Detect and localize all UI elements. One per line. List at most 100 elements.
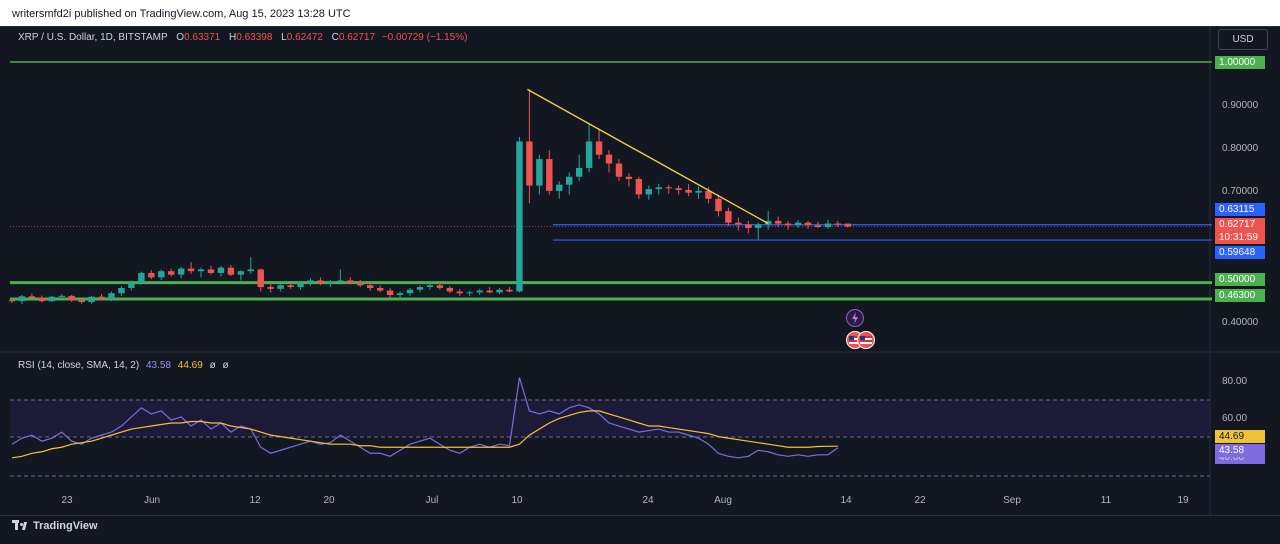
candle-body xyxy=(337,280,344,282)
candle-body xyxy=(665,187,672,189)
price-tick: 0.70000 xyxy=(1222,186,1259,197)
time-label: 22 xyxy=(914,495,926,506)
candle-body xyxy=(307,280,314,283)
price-tick: 0.40000 xyxy=(1222,317,1259,328)
candle-body xyxy=(38,297,46,302)
time-label: 10 xyxy=(511,495,523,506)
candle-body xyxy=(446,287,453,292)
candle-body xyxy=(177,268,185,275)
candle-body xyxy=(615,163,623,177)
symbol-title: XRP / U.S. Dollar, 1D, BITSTAMP xyxy=(18,32,168,43)
high-value: 0.63398 xyxy=(236,32,273,43)
open-value: 0.63371 xyxy=(184,32,221,43)
candle-body xyxy=(824,223,832,228)
time-label: 23 xyxy=(61,495,73,506)
time-label: Aug xyxy=(714,495,732,506)
brand-name: TradingView xyxy=(33,520,98,532)
time-label: 14 xyxy=(840,495,852,506)
candle-body xyxy=(78,300,85,303)
candle-body xyxy=(227,267,235,275)
time-label: 24 xyxy=(642,495,654,506)
candle-body xyxy=(277,285,284,289)
candle-body xyxy=(685,190,692,193)
candle-body xyxy=(705,190,712,199)
candle-body xyxy=(68,295,75,301)
candle-body xyxy=(98,296,105,299)
tradingview-icon xyxy=(12,520,28,532)
trend-line xyxy=(527,88,769,225)
level-tag-green-lower: 0.46300 xyxy=(1215,289,1265,302)
candle-body xyxy=(18,296,26,302)
candle-body xyxy=(317,280,324,284)
candle-body xyxy=(715,198,722,212)
level-tag-1: 1.00000 xyxy=(1215,56,1265,69)
countdown-tag: 10:31:59 xyxy=(1215,231,1265,244)
candle-body xyxy=(625,176,633,179)
candle-body xyxy=(217,267,225,273)
candle-body xyxy=(88,296,95,303)
close-label: C xyxy=(331,32,339,43)
candle-body xyxy=(536,159,543,186)
rsi-line xyxy=(11,377,839,459)
candle-body xyxy=(357,282,364,286)
candle-body xyxy=(506,289,513,292)
candle-body xyxy=(496,289,503,293)
rsi-sma-line xyxy=(11,410,838,459)
candle-body xyxy=(376,287,384,291)
candle-body xyxy=(526,141,533,186)
candle-body xyxy=(297,282,304,288)
rsi-tag: 43.58 xyxy=(1215,444,1265,457)
publisher-bar: writersmfd2i published on TradingView.co… xyxy=(0,0,1280,26)
candle-body xyxy=(695,190,702,193)
close-value: 0.62717 xyxy=(338,32,376,43)
candle-body xyxy=(58,295,65,297)
candle-body xyxy=(585,141,593,168)
candle-body xyxy=(247,269,254,272)
candle-body xyxy=(128,282,135,288)
candle-body xyxy=(794,222,802,226)
candle-body xyxy=(207,269,215,273)
candle-body xyxy=(774,220,782,224)
candle-body xyxy=(48,296,55,302)
candle-body xyxy=(237,271,245,275)
candle-body xyxy=(804,222,812,226)
candle-body xyxy=(8,300,16,302)
candle-body xyxy=(347,280,354,283)
publisher-text: writersmfd2i published on TradingView.co… xyxy=(12,8,351,20)
rsi-legend: RSI (14, close, SMA, 14, 2) 43.58 44.69 … xyxy=(18,360,229,371)
candle-body xyxy=(327,281,334,284)
time-label: Jul xyxy=(425,495,439,506)
us-flag-icon[interactable] xyxy=(857,331,875,349)
level-tag-green-upper: 0.50000 xyxy=(1215,273,1265,286)
candle-body xyxy=(566,176,573,185)
candle-body xyxy=(158,271,165,278)
candle-body xyxy=(784,223,792,226)
candle-body xyxy=(595,141,603,155)
candle-body xyxy=(197,269,205,272)
rsi-extra-2: ø xyxy=(222,360,229,371)
lightning-icon[interactable] xyxy=(846,309,864,327)
candle-body xyxy=(735,222,742,225)
time-label: Sep xyxy=(1003,495,1021,506)
low-label: L xyxy=(281,32,287,43)
time-label: 11 xyxy=(1100,495,1112,506)
candle-body xyxy=(765,220,772,225)
candle-body xyxy=(436,285,444,288)
candle-body xyxy=(367,285,374,288)
currency-button[interactable]: USD xyxy=(1218,29,1268,50)
candle-body xyxy=(675,188,682,190)
candle-body xyxy=(486,290,493,293)
rsi-sma-tag: 44.69 xyxy=(1215,430,1265,443)
candle-body xyxy=(834,223,842,225)
candle-body xyxy=(635,178,643,195)
tradingview-logo[interactable]: TradingView xyxy=(12,520,98,532)
candle-body xyxy=(725,211,732,223)
rsi-tick: 80.00 xyxy=(1222,376,1248,387)
candle-body xyxy=(406,289,414,294)
candle-body xyxy=(426,285,434,288)
symbol-legend: XRP / U.S. Dollar, 1D, BITSTAMP O0.63371… xyxy=(18,32,467,43)
time-label: 12 xyxy=(249,495,261,506)
candle-body xyxy=(575,167,583,177)
candle-body xyxy=(516,141,523,292)
